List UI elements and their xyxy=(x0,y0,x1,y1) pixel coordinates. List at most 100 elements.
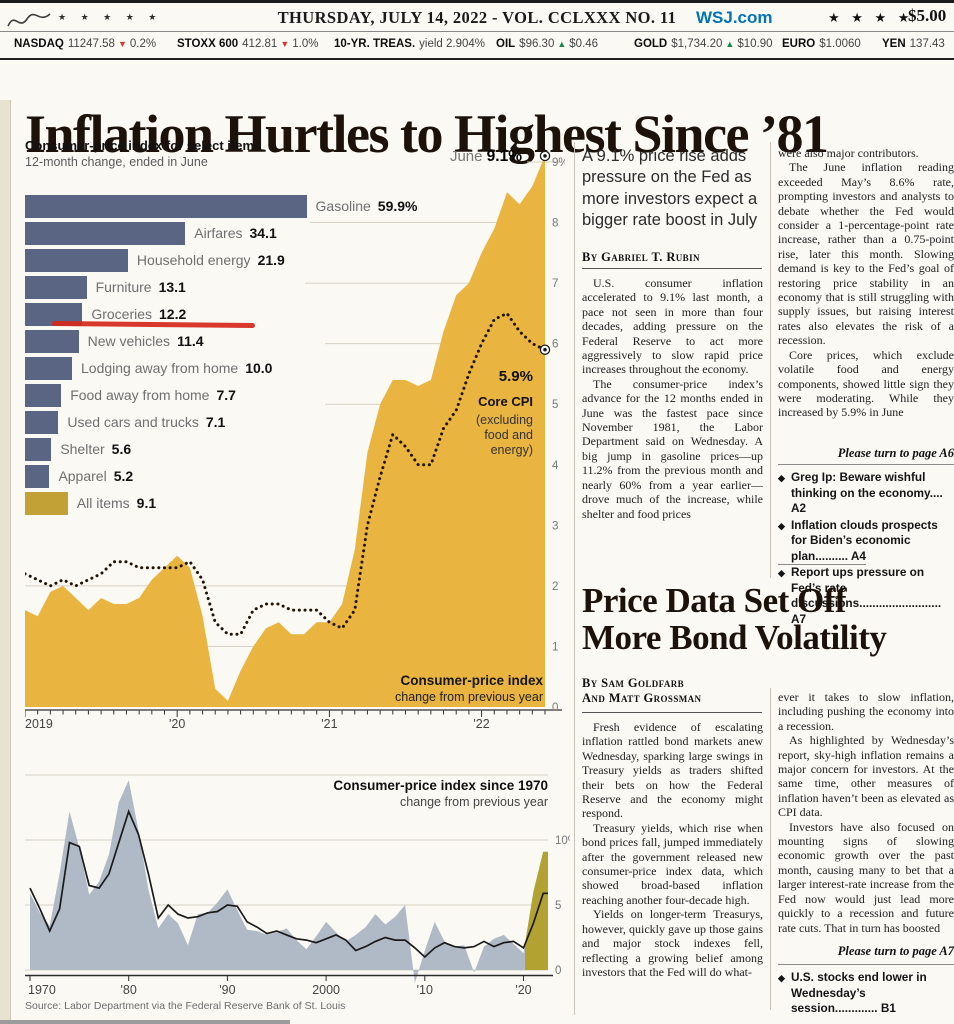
bar-label: Furniture 13.1 xyxy=(96,279,186,295)
byline-rule-2 xyxy=(582,712,762,713)
bottom-chart-subtitle: change from previous year xyxy=(400,795,548,809)
core-name-label: Core CPI xyxy=(478,394,533,409)
masthead-dateline: THURSDAY, JULY 14, 2022 - VOL. CCLXXX NO… xyxy=(277,8,677,27)
area-series-sublabel: change from previous year xyxy=(395,690,543,704)
x-tick-label: '22 xyxy=(473,717,489,731)
bar-label: Lodging away from home 10.0 xyxy=(81,360,272,376)
bar xyxy=(25,195,307,218)
article-paragraph: The consumer-price index’s advance for t… xyxy=(582,376,763,521)
bar-value: 13.1 xyxy=(158,279,186,295)
related-link: ◆ U.S. stocks end lower in Wednesday’s se… xyxy=(778,970,954,1017)
ticker-item-yen: YEN 137.43 xyxy=(882,38,945,50)
main-headline: Inflation Hurtles to Highest Since ’81 xyxy=(25,104,829,165)
bar-row-airfares: Airfares 34.1 xyxy=(25,222,570,245)
core-end-marker xyxy=(539,344,551,355)
y-tick-label: 8 xyxy=(552,218,558,230)
diamond-bullet-icon: ◆ xyxy=(778,973,785,983)
article-paragraph: Treasury yields, which rise when bond pr… xyxy=(582,820,763,907)
bar-label: Gasoline 59.9% xyxy=(316,198,418,214)
edition-stars: ★ ★ ★ ★ xyxy=(828,10,914,25)
article-paragraph: The June inflation reading exceeded May’… xyxy=(778,160,954,348)
bar-value: 7.1 xyxy=(205,414,226,430)
core-paren-label: energy) xyxy=(491,443,533,457)
x-tick-label: 2000 xyxy=(312,983,340,997)
article-paragraph: Fresh evidence of escalating inflation r… xyxy=(582,720,763,821)
core-paren-label: food and xyxy=(484,428,533,442)
x-tick-label: '21 xyxy=(321,717,337,731)
up-triangle-icon: ▲ xyxy=(725,39,735,49)
signature-flourish-mark xyxy=(7,13,51,27)
links-rule-top xyxy=(778,464,954,465)
bottom-crop-band xyxy=(0,1020,290,1024)
ticker-label: YEN xyxy=(882,38,906,50)
y-tick-label: 0 xyxy=(555,965,561,977)
article-paragraph: were also major contributors. xyxy=(778,146,919,160)
cpi-history-area xyxy=(30,780,548,983)
x-tick-label: 1970 xyxy=(28,983,56,997)
bar xyxy=(25,303,83,326)
article-paragraph: Yields on longer-term Treasurys, however… xyxy=(582,907,763,979)
ticker-item-nasdaq: NASDAQ 11247.58 ▼ 0.2% xyxy=(14,38,156,50)
bar xyxy=(25,330,79,353)
bar xyxy=(25,384,62,407)
x-tick-label: '20 xyxy=(169,717,185,731)
bar-category: New vehicles xyxy=(87,333,171,349)
related-link-text: Report ups pressure on Fed’s rate discus… xyxy=(791,565,942,626)
y-tick-label: 5 xyxy=(555,900,561,912)
article1-deck: A 9.1% price rise adds pressure on the F… xyxy=(582,147,758,230)
market-ticker-strip: NASDAQ 11247.58 ▼ 0.2% STOXX 600 412.81 ▼ 1.0% 1… xyxy=(0,31,954,60)
y-tick-label: 1 xyxy=(552,641,558,653)
x-tick-label: 2019 xyxy=(25,717,53,731)
down-triangle-icon: ▼ xyxy=(117,39,127,49)
diamond-bullet-icon: ◆ xyxy=(778,568,785,578)
ticker-item-10-yr-treas-: 10-YR. TREAS. yield 2.904% xyxy=(334,38,485,50)
bar-value: 11.4 xyxy=(177,333,204,349)
article1-related-links: ◆ Greg Ip: Beware wishful thinking on the… xyxy=(778,470,954,628)
ticker-value: 137.43 xyxy=(909,38,945,50)
related-link: ◆ Report ups pressure on Fed’s rate discu… xyxy=(778,565,954,627)
ticker-change: $10.90 xyxy=(737,38,773,50)
bar-category: Household energy xyxy=(136,252,251,268)
masthead-stars-left: ★ ★ ★ ★ ★ xyxy=(58,12,163,22)
ticker-label: 10-YR. TREAS. xyxy=(334,38,416,50)
bar-category: Apparel xyxy=(58,468,107,484)
x-tick-label: '10 xyxy=(417,983,433,997)
article-paragraph: U.S. consumer inflation accelerated to 9… xyxy=(582,276,763,377)
article2-headline-line2: More Bond Volatility xyxy=(582,618,887,657)
y-tick-label: 10% xyxy=(555,835,570,847)
page-edge-strip xyxy=(0,100,11,1024)
links-rule-2 xyxy=(778,964,954,965)
column-rule-charts-text xyxy=(574,142,575,1015)
article-paragraph: As highlighted by Wednesday’s report, sk… xyxy=(778,733,954,820)
bar-label: Groceries 12.2 xyxy=(91,306,186,322)
article2-column1: Fresh evidence of escalating inflation r… xyxy=(582,720,763,1020)
article-paragraph: Investors have also focused on mounting … xyxy=(778,819,954,935)
article2-jumpline: Please turn to page A7 xyxy=(837,944,954,958)
y-tick-label: 7 xyxy=(552,278,558,290)
ticker-item-euro: EURO $1.0060 xyxy=(782,38,861,50)
column-rule-article2 xyxy=(770,688,771,1010)
chart-kicker-subtitle: 12-month change, ended in June xyxy=(25,155,208,169)
article2-column2: ever it takes to slow inflation, includi… xyxy=(778,690,954,942)
down-triangle-icon: ▼ xyxy=(280,39,290,49)
article-paragraph: Core prices, which exclude volatile food… xyxy=(778,347,954,420)
cpi-area-series xyxy=(25,155,545,707)
ticker-value: 412.81 xyxy=(242,38,278,50)
bar-row-food-away-from-home: Food away from home 7.7 xyxy=(25,384,570,407)
wsj-com-logo: WSJ.com xyxy=(696,8,773,27)
ticker-label: STOXX 600 xyxy=(177,38,239,50)
bar-category: Furniture xyxy=(95,279,152,295)
bottom-chart-title: Consumer-price index since 1970 xyxy=(333,778,548,793)
article2-byline-line1: By Sam Goldfarb xyxy=(582,676,685,690)
related-link-text: Greg Ip: Beware wishful thinking on the … xyxy=(791,470,943,515)
cpi-main-chart: 2019 '20 '21 '22 9% 8 7 6 5 4 3 2 1 0 June 9.1% 5.9% Cor… xyxy=(25,148,565,731)
ticker-label: OIL xyxy=(496,38,516,50)
article2-related-links: ◆ U.S. stocks end lower in Wednesday’s se… xyxy=(778,970,954,1018)
y-tick-label: 6 xyxy=(552,339,558,351)
june-peak-label: June 9.1% xyxy=(450,148,522,165)
bar-row-gasoline: Gasoline 59.9% xyxy=(25,195,570,218)
ticker-item-oil: OIL $96.30 ▲ $0.46 xyxy=(496,38,598,50)
article1-jumpline: Please turn to page A6 xyxy=(837,446,954,460)
bar-row-lodging-away-from-home: Lodging away from home 10.0 xyxy=(25,357,570,380)
